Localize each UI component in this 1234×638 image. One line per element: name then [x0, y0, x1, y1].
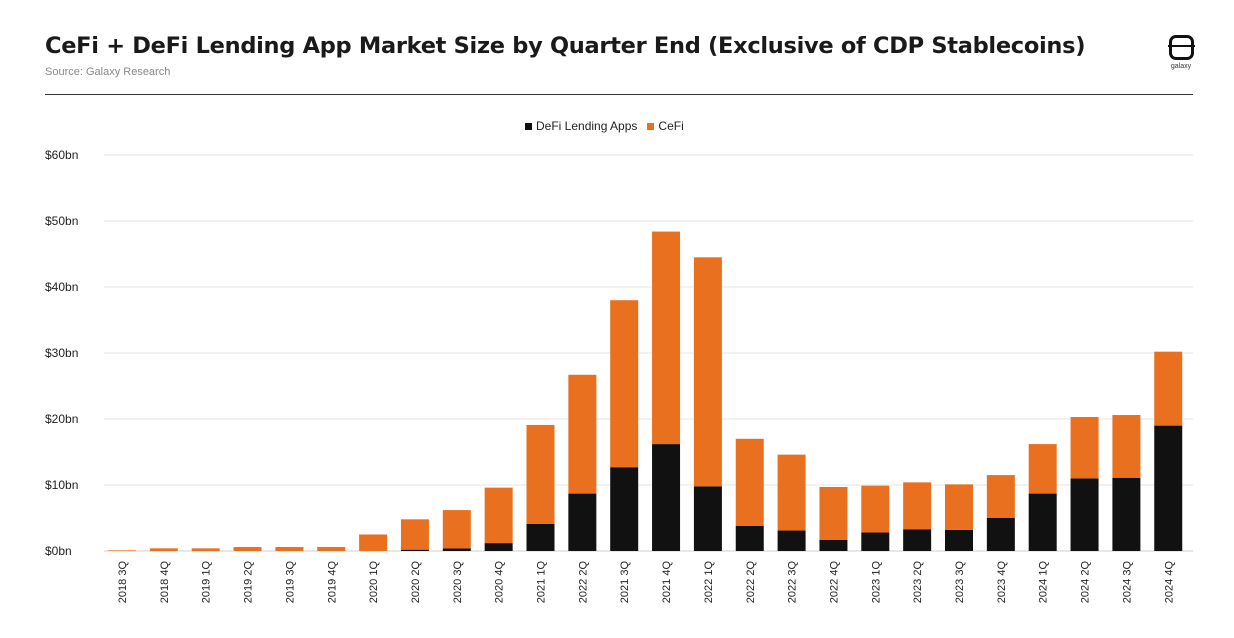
bar-segment-defi	[777, 530, 806, 551]
bar-segment-cefi	[1028, 444, 1057, 494]
x-tick-label: 2024 2Q	[1080, 561, 1092, 604]
bar-segment-cefi	[777, 454, 806, 531]
y-tick-label: $50bn	[45, 214, 78, 228]
x-tick-label: 2021 1Q	[536, 561, 548, 604]
bar-segment-cefi	[986, 475, 1015, 518]
bar-segment-cefi	[484, 487, 513, 544]
x-tick-label: 2022 4Q	[828, 561, 840, 604]
bar-segment-defi	[1070, 478, 1099, 551]
bar-segment-cefi	[400, 519, 429, 550]
bar-segment-defi	[986, 518, 1015, 551]
bar-segment-cefi	[1154, 351, 1183, 426]
x-tick-label: 2019 3Q	[284, 561, 296, 604]
legend-label-defi: DeFi Lending Apps	[536, 119, 638, 133]
bar-segment-defi	[610, 467, 639, 551]
bar-segment-cefi	[317, 547, 346, 551]
bar-segment-cefi	[693, 257, 722, 487]
bar-segment-cefi	[275, 547, 304, 551]
galaxy-logo: galaxy	[1161, 33, 1201, 83]
x-tick-label: 2019 1Q	[201, 561, 213, 604]
bar-segment-cefi	[652, 231, 681, 445]
bar-segment-cefi	[1070, 417, 1099, 479]
bar-chart: $0bn $10bn $20bn $30bn $40bn $50bn $60bn 2018 3…	[45, 148, 1193, 604]
bar-segment-defi	[400, 549, 429, 551]
x-tick-label: 2022 2Q	[745, 561, 757, 604]
bar-segment-cefi	[735, 438, 764, 526]
bar-segment-defi	[693, 486, 722, 551]
chart-title: CeFi + DeFi Lending App Market Size by Q…	[45, 33, 1086, 59]
x-tick-label: 2019 2Q	[243, 561, 255, 604]
bar-segment-cefi	[108, 550, 136, 551]
x-tick-label: 2020 1Q	[368, 561, 380, 604]
bar-segment-defi	[652, 444, 681, 551]
x-tick-label: 2022 3Q	[787, 561, 799, 604]
x-tick-label: 2023 3Q	[954, 561, 966, 604]
x-tick-label: 2023 4Q	[996, 561, 1008, 604]
x-tick-label: 2023 1Q	[870, 561, 882, 604]
bar-segment-cefi	[442, 510, 471, 549]
y-tick-label: $10bn	[45, 478, 78, 492]
bar-segment-cefi	[861, 485, 890, 533]
y-tick-label: $40bn	[45, 280, 78, 294]
legend-label-cefi: CeFi	[658, 119, 684, 133]
bar-segment-defi	[568, 493, 597, 551]
x-tick-label: 2018 3Q	[117, 561, 129, 604]
galaxy-logo-icon	[1168, 35, 1195, 60]
bar-segment-cefi	[526, 424, 555, 524]
bar-segment-cefi	[191, 548, 220, 551]
x-tick-label: 2020 4Q	[494, 561, 506, 604]
legend-swatch-defi	[525, 122, 532, 130]
x-tick-label: 2023 2Q	[912, 561, 924, 604]
chart-frame: CeFi + DeFi Lending App Market Size by Q…	[20, 18, 1220, 626]
header-divider	[45, 94, 1193, 95]
bar-segment-defi	[1028, 493, 1057, 551]
x-tick-label: 2022 2Q	[577, 561, 589, 604]
chart-legend: DeFi Lending Apps CeFi	[525, 119, 694, 133]
chart-source: Source: Galaxy Research	[45, 66, 171, 78]
galaxy-logo-text: galaxy	[1170, 63, 1192, 70]
legend-item-cefi: CeFi	[647, 119, 684, 133]
bar-segment-cefi	[149, 548, 178, 551]
bar-segment-defi	[442, 548, 471, 551]
bar-segment-cefi	[233, 547, 262, 551]
y-tick-label: $0bn	[45, 544, 72, 558]
bar-segment-defi	[484, 543, 513, 551]
bar-segment-defi	[735, 525, 764, 551]
x-tick-label: 2022 1Q	[703, 561, 715, 604]
x-tick-label: 2020 3Q	[452, 561, 464, 604]
bar-segment-defi	[903, 529, 932, 551]
bar-segment-cefi	[945, 484, 973, 530]
bar-segment-cefi	[1112, 415, 1141, 478]
x-tick-label: 2024 3Q	[1121, 561, 1133, 604]
bar-segment-cefi	[819, 486, 848, 540]
bar-segment-cefi	[359, 534, 388, 551]
x-tick-label: 2020 2Q	[410, 561, 422, 604]
bar-segment-defi	[526, 523, 555, 551]
x-tick-label: 2021 4Q	[661, 561, 673, 604]
legend-swatch-cefi	[647, 122, 655, 130]
y-tick-label: $60bn	[45, 148, 78, 162]
bar-segment-defi	[861, 532, 890, 551]
y-tick-label: $20bn	[45, 412, 78, 426]
x-tick-label: 2024 1Q	[1038, 561, 1050, 604]
bar-segment-defi	[1154, 425, 1183, 551]
bar-segment-defi	[945, 529, 973, 551]
x-tick-label: 2024 4Q	[1163, 561, 1175, 604]
x-tick-label: 2018 4Q	[159, 561, 171, 604]
bar-segment-cefi	[610, 300, 639, 468]
bar-segment-defi	[819, 539, 848, 551]
bar-segment-defi	[1112, 477, 1141, 551]
x-tick-label: 2021 3Q	[619, 561, 631, 604]
legend-item-defi: DeFi Lending Apps	[525, 119, 637, 133]
bar-segment-cefi	[568, 374, 597, 494]
y-tick-label: $30bn	[45, 346, 78, 360]
bar-segment-cefi	[903, 482, 932, 530]
x-tick-label: 2019 4Q	[326, 561, 338, 604]
